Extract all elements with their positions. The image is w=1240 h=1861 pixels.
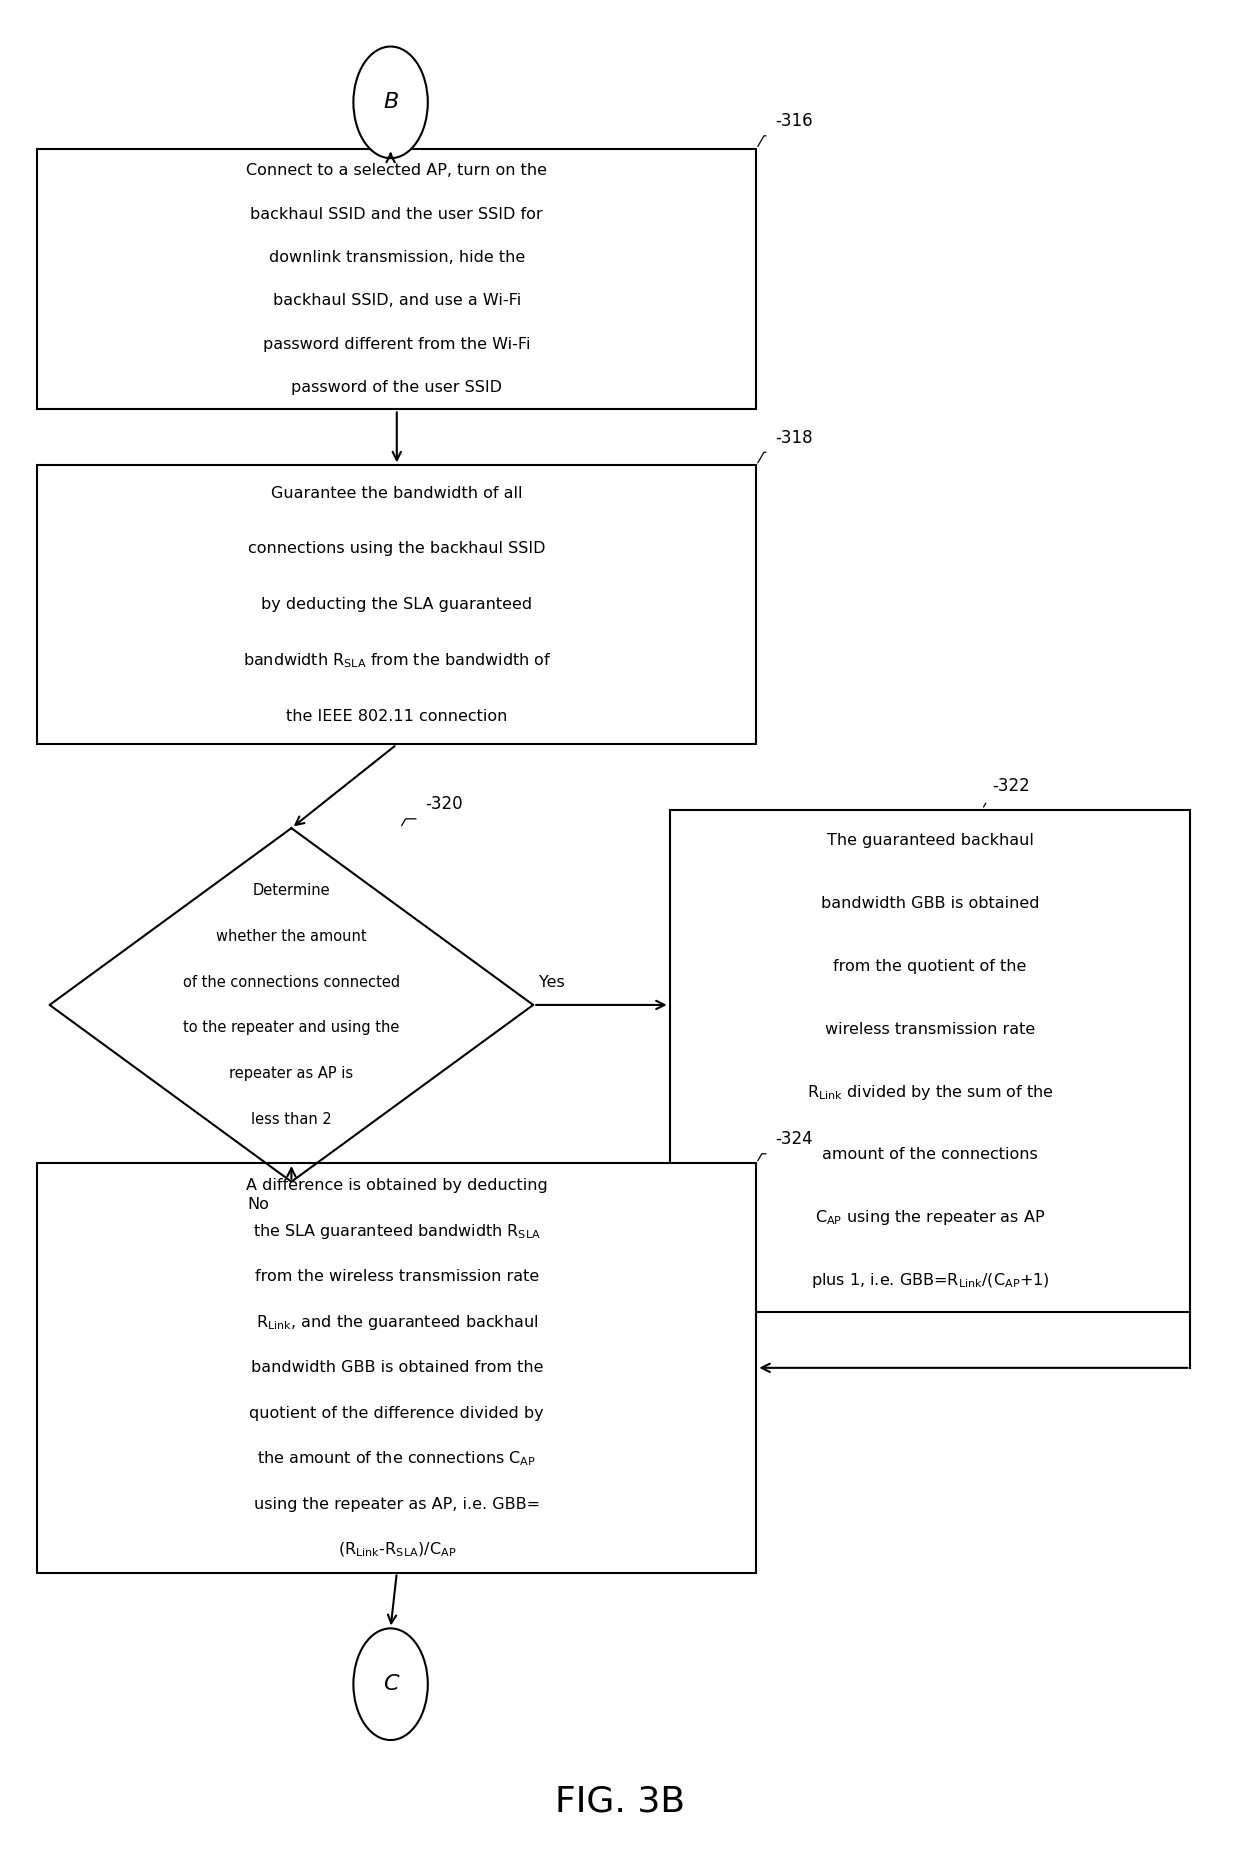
Text: -316: -316 bbox=[775, 112, 812, 130]
Text: using the repeater as AP, i.e. GBB=: using the repeater as AP, i.e. GBB= bbox=[254, 1496, 539, 1511]
Bar bbox=[37, 1163, 756, 1573]
Text: R$_{\mathregular{Link}}$, and the guaranteed backhaul: R$_{\mathregular{Link}}$, and the guaran… bbox=[255, 1312, 538, 1332]
Text: bandwidth GBB is obtained: bandwidth GBB is obtained bbox=[821, 897, 1039, 912]
Text: amount of the connections: amount of the connections bbox=[822, 1148, 1038, 1163]
Text: -320: -320 bbox=[425, 795, 463, 813]
Text: B: B bbox=[383, 93, 398, 112]
Text: password different from the Wi-Fi: password different from the Wi-Fi bbox=[263, 337, 531, 352]
Text: to the repeater and using the: to the repeater and using the bbox=[184, 1020, 399, 1035]
Text: R$_{\mathregular{Link}}$ divided by the sum of the: R$_{\mathregular{Link}}$ divided by the … bbox=[807, 1083, 1053, 1102]
Text: C: C bbox=[383, 1675, 398, 1694]
Text: Connect to a selected AP, turn on the: Connect to a selected AP, turn on the bbox=[247, 164, 547, 179]
Bar bbox=[670, 810, 1190, 1312]
Text: the IEEE 802.11 connection: the IEEE 802.11 connection bbox=[286, 709, 507, 724]
Polygon shape bbox=[50, 828, 533, 1182]
Text: plus 1, i.e. GBB=R$_{\mathregular{Link}}$/(C$_{\mathregular{AP}}$+1): plus 1, i.e. GBB=R$_{\mathregular{Link}}… bbox=[811, 1271, 1049, 1290]
Text: -322: -322 bbox=[992, 776, 1029, 795]
Text: by deducting the SLA guaranteed: by deducting the SLA guaranteed bbox=[262, 597, 532, 612]
Text: (R$_{\mathregular{Link}}$-R$_{\mathregular{SLA}}$)/C$_{\mathregular{AP}}$: (R$_{\mathregular{Link}}$-R$_{\mathregul… bbox=[337, 1541, 456, 1560]
Circle shape bbox=[353, 47, 428, 158]
Text: FIG. 3B: FIG. 3B bbox=[556, 1785, 684, 1818]
Text: password of the user SSID: password of the user SSID bbox=[291, 380, 502, 395]
Text: -318: -318 bbox=[775, 428, 812, 447]
Text: from the quotient of the: from the quotient of the bbox=[833, 958, 1027, 973]
Text: Yes: Yes bbox=[539, 975, 565, 990]
Text: wireless transmission rate: wireless transmission rate bbox=[825, 1022, 1035, 1037]
Text: from the wireless transmission rate: from the wireless transmission rate bbox=[254, 1269, 539, 1284]
Text: connections using the backhaul SSID: connections using the backhaul SSID bbox=[248, 542, 546, 556]
Text: C$_{\mathregular{AP}}$ using the repeater as AP: C$_{\mathregular{AP}}$ using the repeate… bbox=[815, 1208, 1045, 1226]
Text: repeater as AP is: repeater as AP is bbox=[229, 1066, 353, 1081]
Text: backhaul SSID, and use a Wi-Fi: backhaul SSID, and use a Wi-Fi bbox=[273, 294, 521, 309]
Text: backhaul SSID and the user SSID for: backhaul SSID and the user SSID for bbox=[250, 207, 543, 221]
Bar bbox=[37, 149, 756, 409]
Text: less than 2: less than 2 bbox=[250, 1111, 332, 1126]
Text: bandwidth R$_{\mathregular{SLA}}$ from the bandwidth of: bandwidth R$_{\mathregular{SLA}}$ from t… bbox=[243, 651, 551, 670]
Text: the SLA guaranteed bandwidth R$_{\mathregular{SLA}}$: the SLA guaranteed bandwidth R$_{\mathre… bbox=[253, 1223, 541, 1241]
Bar bbox=[37, 465, 756, 744]
Text: bandwidth GBB is obtained from the: bandwidth GBB is obtained from the bbox=[250, 1360, 543, 1375]
Text: downlink transmission, hide the: downlink transmission, hide the bbox=[269, 249, 525, 264]
Text: -324: -324 bbox=[775, 1130, 812, 1148]
Text: quotient of the difference divided by: quotient of the difference divided by bbox=[249, 1405, 544, 1420]
Text: the amount of the connections C$_{\mathregular{AP}}$: the amount of the connections C$_{\mathr… bbox=[258, 1450, 536, 1468]
Text: Guarantee the bandwidth of all: Guarantee the bandwidth of all bbox=[272, 486, 522, 501]
Circle shape bbox=[353, 1628, 428, 1740]
Text: Determine: Determine bbox=[253, 884, 330, 899]
Text: A difference is obtained by deducting: A difference is obtained by deducting bbox=[246, 1178, 548, 1193]
Text: No: No bbox=[247, 1197, 269, 1212]
Text: whether the amount: whether the amount bbox=[216, 929, 367, 944]
Text: The guaranteed backhaul: The guaranteed backhaul bbox=[827, 834, 1033, 849]
Text: of the connections connected: of the connections connected bbox=[182, 975, 401, 990]
